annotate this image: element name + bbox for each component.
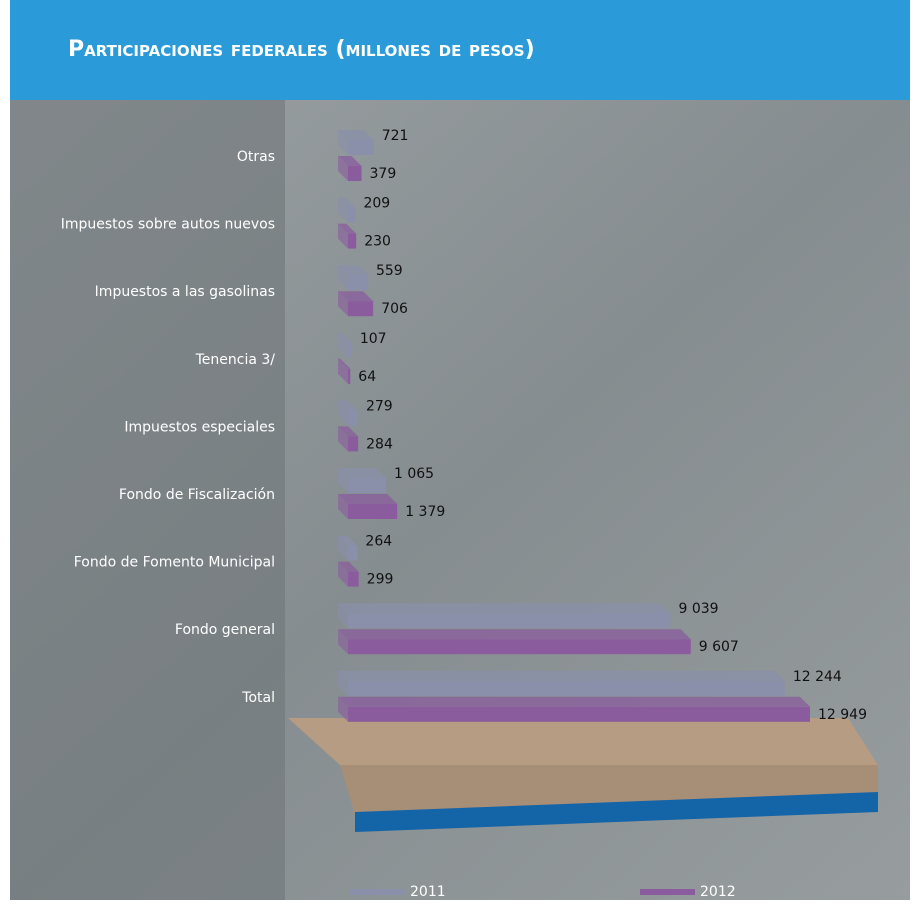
legend-label: 2011 [410, 884, 446, 900]
bar [338, 629, 691, 654]
bar-front [348, 343, 352, 358]
bar-front [348, 140, 374, 155]
bar [338, 603, 670, 628]
category-label: Impuestos sobre autos nuevos [61, 217, 275, 233]
value-label: 107 [360, 331, 387, 347]
value-label: 721 [382, 128, 409, 144]
bar-front [348, 369, 350, 384]
value-label: 1 379 [405, 504, 445, 520]
bar-front [348, 639, 691, 654]
value-label: 1 065 [394, 466, 434, 482]
bar-top [338, 494, 397, 504]
value-label: 9 039 [678, 601, 718, 617]
category-label: Fondo general [175, 622, 275, 638]
bar-front [348, 275, 368, 290]
category-label: Tenencia 3/ [195, 352, 276, 368]
bar-top [338, 603, 670, 613]
bar-front [348, 436, 358, 451]
bar-front [348, 478, 386, 493]
value-label: 299 [367, 572, 394, 588]
bar-front [348, 301, 373, 316]
bar-front [348, 572, 359, 587]
category-label: Fondo de Fomento Municipal [74, 555, 275, 571]
bar-front [348, 166, 362, 181]
bar-front [348, 707, 810, 722]
value-label: 706 [381, 301, 408, 317]
bar-front [348, 410, 358, 425]
value-label: 64 [358, 369, 376, 385]
bar-front [348, 613, 670, 628]
value-label: 284 [366, 436, 393, 452]
value-label: 230 [364, 234, 391, 250]
bar [338, 697, 810, 722]
bar-front [348, 234, 356, 249]
bar-top [338, 697, 810, 707]
category-label: Otras [237, 149, 275, 165]
bar-top [338, 671, 785, 681]
legend-label: 2012 [700, 884, 736, 900]
value-label: 9 607 [699, 639, 739, 655]
bar [338, 494, 397, 519]
bar [338, 671, 785, 696]
category-label: Fondo de Fiscalización [119, 487, 275, 503]
value-label: 12 244 [793, 669, 842, 685]
value-label: 279 [366, 398, 393, 414]
chart-title: Participaciones federales (millones de p… [68, 37, 535, 62]
value-label: 209 [363, 196, 390, 212]
value-label: 12 949 [818, 707, 867, 723]
bar-top [338, 629, 691, 639]
category-label: Impuestos a las gasolinas [95, 284, 275, 300]
value-label: 559 [376, 263, 403, 279]
category-label: Impuestos especiales [124, 419, 275, 435]
bar-front [348, 546, 357, 561]
bar-front [348, 208, 355, 223]
value-label: 379 [370, 166, 397, 182]
value-label: 264 [365, 534, 392, 550]
bar-front [348, 504, 397, 519]
chart: Participaciones federales (millones de p… [0, 0, 914, 909]
category-label: Total [241, 690, 275, 706]
bar [338, 468, 386, 493]
base-top [288, 718, 878, 765]
bar-front [348, 681, 785, 696]
